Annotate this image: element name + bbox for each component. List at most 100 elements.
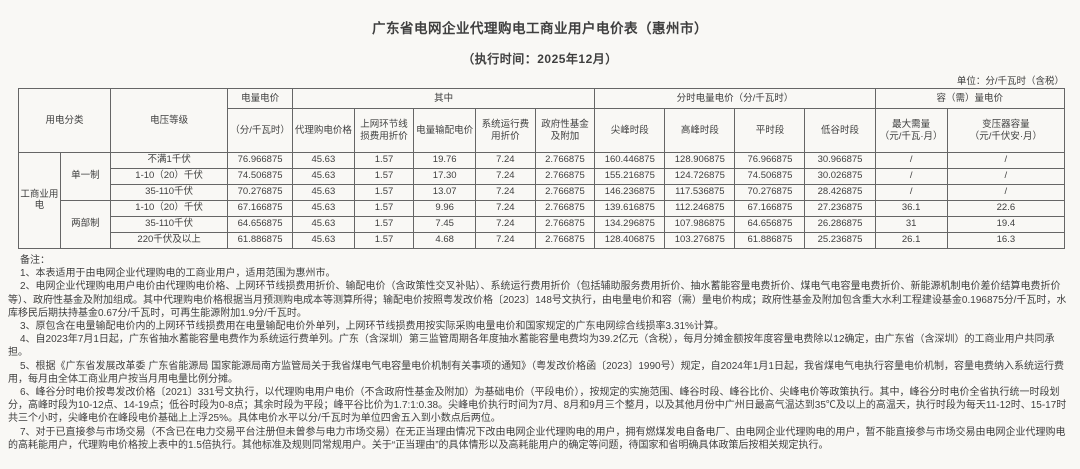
pricing-system-cell: 两部制 <box>59 200 112 249</box>
price-cell: 160.446875 <box>594 152 666 169</box>
price-cell: 45.63 <box>292 168 355 185</box>
price-cell: 64.656875 <box>734 216 806 233</box>
price-cell: 61.886875 <box>227 232 294 249</box>
price-cell: 30.966875 <box>804 152 876 169</box>
price-cell: 7.24 <box>475 200 536 217</box>
header-voltage-level: 电压等级 <box>110 88 229 153</box>
header-transmission-price: 电量输配电价 <box>413 108 477 153</box>
header-row-2: （分/千瓦时） 代理购电价格 上网环节线损费用折价 电量输配电价 系统运行费用折… <box>19 108 1066 153</box>
price-cell: 1.57 <box>353 200 415 217</box>
price-cell: 16.3 <box>946 232 1066 249</box>
price-cell: 7.45 <box>413 216 477 233</box>
price-cell: 30.026875 <box>804 168 876 185</box>
price-cell: 124.726875 <box>664 168 736 185</box>
table-row: 工商业用电 单一制 不满1千伏 76.966875 45.63 1.57 19.76 7.24… <box>18 152 1066 249</box>
header-max-demand: 最大需量 （元/千瓦·月） <box>874 108 948 153</box>
price-cell: 76.966875 <box>734 152 806 169</box>
usage-category-cell: 工商业用电 <box>18 152 61 249</box>
price-cell: 7.24 <box>475 184 536 201</box>
price-cell: 17.30 <box>413 168 477 185</box>
price-cell: 7.24 <box>475 168 536 185</box>
price-cell: 1.57 <box>353 184 415 201</box>
price-cell: 67.166875 <box>227 200 294 217</box>
price-cell: 2.766875 <box>534 232 596 249</box>
voltage-level-cell: 220千伏及以上 <box>110 232 229 249</box>
voltage-level-cell: 35-110千伏 <box>110 216 229 233</box>
price-cell: 45.63 <box>292 216 355 233</box>
header-of-which: 其中 <box>292 88 596 109</box>
header-transformer-capacity: 变压器容量 （元/千伏安·月） <box>946 108 1066 153</box>
price-cell: 45.63 <box>292 184 355 201</box>
header-usage-category: 用电分类 <box>17 88 112 153</box>
price-cell: 2.766875 <box>534 168 596 185</box>
price-cell: 146.236875 <box>594 184 666 201</box>
header-max-demand-unit: （元/千瓦·月） <box>879 130 943 142</box>
price-cell: 1.57 <box>353 168 415 185</box>
execution-date: （执行时间：2025年12月） <box>462 52 618 66</box>
price-cell: 64.656875 <box>227 216 294 233</box>
price-cell: 4.68 <box>413 232 477 249</box>
price-cell: 26.1 <box>874 232 948 249</box>
notes-label: 备注： <box>20 255 50 266</box>
header-transformer-capacity-unit: （元/千伏安·月） <box>969 130 1043 142</box>
note-item-7: 7、对于已直接参与市场交易（不含已在电力交易平台注册但未曾参与电力市场交易）在无… <box>8 426 1066 451</box>
note-item-4: 4、自2023年7月1日起，广东省抽水蓄能容量电费作为系统运行费单列。广东（含深… <box>8 334 1055 359</box>
header-capacity-group: 容（需）量电价 <box>874 88 1066 109</box>
voltage-level-cell: 35-110千伏 <box>110 184 229 201</box>
header-tou-group: 分时电量电价（分/千瓦时） <box>594 88 876 109</box>
unit-note: 单位：分/千瓦时（含税） <box>956 76 1064 87</box>
note-item-5: 5、根据《广东省发展改革委 广东省能源局 国家能源局南方监管局关于我省煤电气电容… <box>8 360 1064 385</box>
header-peak: 高峰时段 <box>664 108 736 153</box>
price-cell: 134.296875 <box>594 216 666 233</box>
price-cell: 1.57 <box>353 152 415 169</box>
note-item-1: 1、本表适用于由电网企业代理购电的工商业用户，适用范围为惠州市。 <box>20 268 336 280</box>
table-row: 1-10（20）千伏 74.506875 45.63 1.57 17.30 7.24 2.7… <box>19 168 1066 185</box>
pricing-system-cell: 单一制 <box>59 152 112 201</box>
header-max-demand-label: 最大需量 <box>892 118 931 130</box>
header-flat: 平时段 <box>734 108 806 153</box>
header-valley: 低谷时段 <box>804 108 876 153</box>
price-cell: 155.216875 <box>594 168 666 185</box>
notes-section: 备注： 1、本表适用于由电网企业代理购电的工商业用户，适用范围为惠州市。 2、电… <box>8 254 1068 452</box>
price-cell: 36.1 <box>874 200 948 217</box>
price-cell: 2.766875 <box>534 184 596 201</box>
price-table: 用电分类 电压等级 电量电价 其中 分时电量电价（分/千瓦时） 容（需）量电价 … <box>17 88 1066 249</box>
price-cell: 1.57 <box>353 216 415 233</box>
price-cell: 19.76 <box>413 152 477 169</box>
table-row: 220千伏及以上 61.886875 45.63 1.57 4.68 7.24 2.7668… <box>19 232 1066 249</box>
price-cell: 19.4 <box>946 216 1066 233</box>
header-system-ops: 系统运行费用折价 <box>475 108 536 153</box>
header-transformer-capacity-label: 变压器容量 <box>982 118 1030 130</box>
header-agent-price: 代理购电价格 <box>292 108 355 153</box>
header-energy-price-unit: （分/千瓦时） <box>227 108 294 153</box>
header-line-loss: 上网环节线损费用折价 <box>353 108 415 153</box>
price-cell: 25.236875 <box>804 232 876 249</box>
header-gov-funds: 政府性基金及附加 <box>534 108 596 153</box>
table-row: 35-110千伏 64.656875 45.63 1.57 7.45 7.24 2.7668… <box>19 216 1066 233</box>
price-cell: 76.966875 <box>227 152 294 169</box>
price-cell: 45.63 <box>292 152 355 169</box>
voltage-level-cell: 1-10（20）千伏 <box>110 200 229 217</box>
price-cell: 27.236875 <box>804 200 876 217</box>
price-cell: / <box>946 184 1066 201</box>
price-cell: 45.63 <box>292 232 355 249</box>
note-item-6: 6、峰谷分时电价按粤发改价格〔2021〕331号文执行，以代理购电用户电价（不含… <box>8 387 1067 425</box>
price-cell: 7.24 <box>475 152 536 169</box>
header-row-1: 用电分类 电压等级 电量电价 其中 分时电量电价（分/千瓦时） 容（需）量电价 <box>17 88 1066 153</box>
voltage-level-cell: 1-10（20）千伏 <box>110 168 229 185</box>
price-cell: 67.166875 <box>734 200 806 217</box>
price-cell: 7.24 <box>475 216 536 233</box>
header-energy-price: 电量电价 <box>227 88 294 109</box>
table-row: 35-110千伏 70.276875 45.63 1.57 13.07 7.24 2.766… <box>19 184 1066 201</box>
price-cell: 107.986875 <box>664 216 736 233</box>
price-cell: 7.24 <box>475 232 536 249</box>
price-cell: 2.766875 <box>534 216 596 233</box>
note-item-2: 2、电网企业代理购电用户电价由代理购电价格、上网环节线损费用折价、输配电价（含政… <box>8 281 1067 319</box>
price-table-body: 工商业用电 单一制 不满1千伏 76.966875 45.63 1.57 19.76 7.24… <box>18 152 1066 249</box>
price-cell: 103.276875 <box>664 232 736 249</box>
price-cell: 74.506875 <box>227 168 294 185</box>
price-cell: 22.6 <box>946 200 1066 217</box>
price-cell: 1.57 <box>353 232 415 249</box>
price-cell: 31 <box>874 216 948 233</box>
price-cell: 112.246875 <box>664 200 736 217</box>
